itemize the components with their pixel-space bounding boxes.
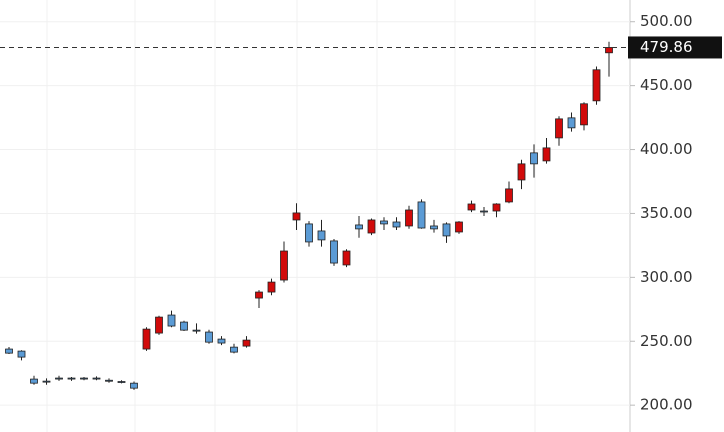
y-tick-label: 350.00 — [640, 204, 693, 222]
candle-body — [42, 380, 51, 383]
candle-body — [55, 377, 63, 380]
candle-body — [517, 163, 526, 181]
candle-body — [92, 377, 101, 380]
candle-body — [405, 209, 413, 227]
candle-body — [492, 203, 501, 212]
candle-body — [455, 221, 463, 233]
candle-body — [205, 331, 213, 343]
candle-body — [555, 118, 563, 139]
candle-body — [217, 338, 226, 344]
candle-body — [505, 188, 513, 203]
candle-body — [80, 377, 88, 380]
candle-body — [117, 381, 126, 383]
vertical-grid — [46, 0, 536, 432]
y-tick-label: 300.00 — [640, 268, 693, 286]
y-tick-label: 400.00 — [640, 140, 693, 158]
candle-body — [530, 152, 538, 165]
candle-body — [567, 117, 576, 129]
candle-body — [30, 378, 38, 384]
candle-body — [105, 379, 113, 382]
candle-body — [605, 47, 613, 54]
candle-body — [342, 250, 351, 266]
candle-body — [17, 350, 26, 358]
candle-body — [67, 377, 76, 380]
candle-body — [380, 220, 388, 225]
candle-body — [467, 203, 476, 211]
candle-body — [5, 348, 13, 354]
candle-body — [280, 250, 288, 281]
candle-body — [367, 219, 376, 234]
y-tick-label: 250.00 — [640, 332, 693, 350]
candle-body — [417, 201, 426, 229]
candle-body — [267, 281, 276, 293]
candle-body — [317, 230, 326, 241]
y-tick-label: 200.00 — [640, 396, 693, 414]
candle-body — [580, 103, 588, 126]
candle-body — [142, 328, 151, 350]
y-tick-label: 450.00 — [640, 76, 693, 94]
y-tick-label: 500.00 — [640, 12, 693, 30]
candle-body — [305, 223, 313, 243]
candle-body — [180, 321, 188, 331]
candle-body — [255, 291, 263, 299]
candle-body — [480, 210, 488, 213]
candle-body — [192, 329, 201, 332]
candle-body — [167, 314, 176, 327]
candle-body — [330, 240, 338, 264]
candle-body — [392, 221, 401, 228]
candle-body — [542, 147, 551, 162]
candle-body — [130, 382, 138, 389]
candle-body — [355, 224, 363, 230]
candle-body — [230, 346, 238, 353]
candle-body — [242, 339, 251, 347]
candle-body — [592, 69, 601, 102]
candle-body — [442, 223, 451, 237]
candle-body — [292, 212, 301, 221]
candle-body — [430, 225, 438, 230]
last-price-box — [628, 36, 722, 59]
last-price-label: 479.86 — [640, 38, 693, 56]
candle-body — [155, 316, 163, 334]
